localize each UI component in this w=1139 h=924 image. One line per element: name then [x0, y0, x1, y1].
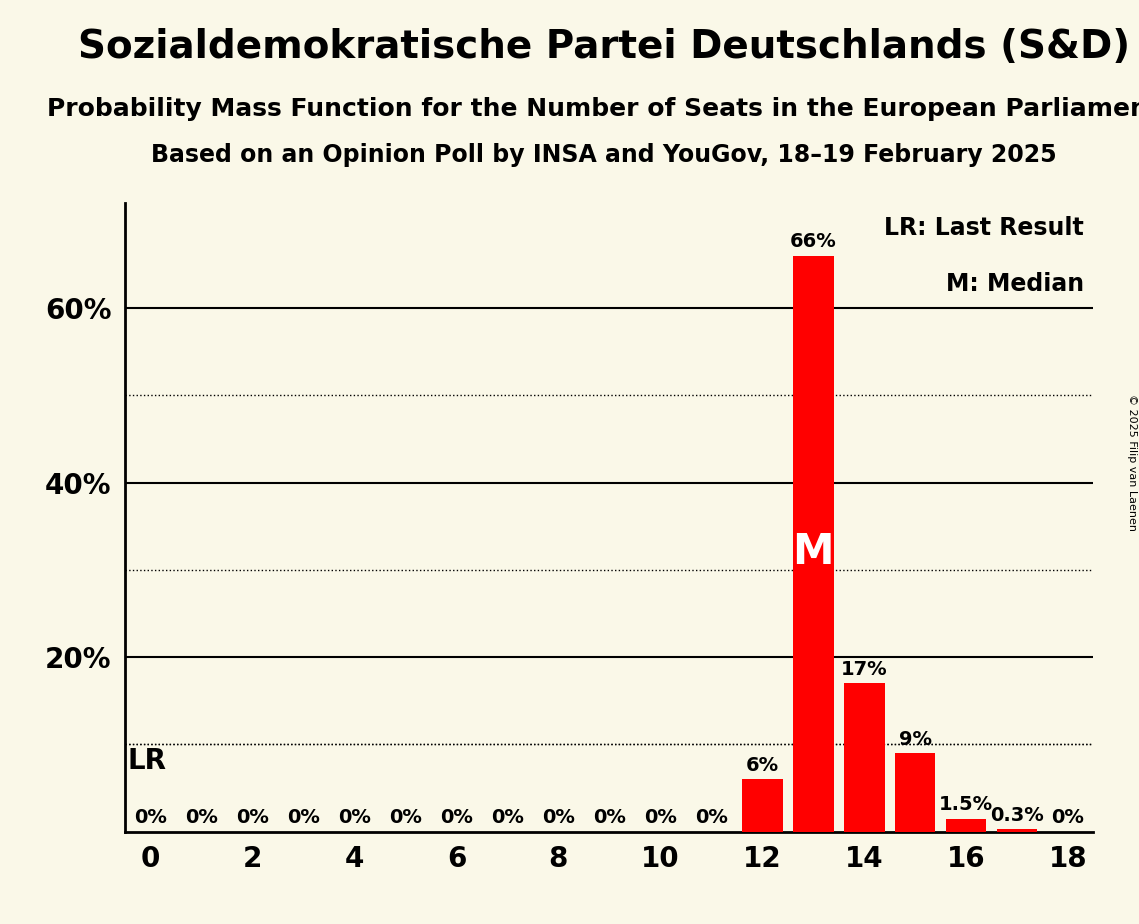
Bar [997, 829, 1038, 832]
Text: 0%: 0% [338, 808, 371, 827]
Bar [741, 779, 782, 832]
Text: Probability Mass Function for the Number of Seats in the European Parliament: Probability Mass Function for the Number… [47, 97, 1139, 121]
Text: 9%: 9% [899, 730, 932, 748]
Text: 0.3%: 0.3% [990, 806, 1043, 824]
Text: 1.5%: 1.5% [939, 796, 993, 814]
Text: Sozialdemokratische Partei Deutschlands (S&D): Sozialdemokratische Partei Deutschlands … [77, 28, 1130, 66]
Text: M: M [793, 531, 834, 574]
Text: 0%: 0% [491, 808, 524, 827]
Text: 0%: 0% [1051, 808, 1084, 827]
Bar [895, 753, 935, 832]
Text: 66%: 66% [789, 232, 836, 251]
Text: 0%: 0% [236, 808, 269, 827]
Text: 0%: 0% [287, 808, 320, 827]
Text: 0%: 0% [695, 808, 728, 827]
Bar [844, 683, 885, 832]
Text: 0%: 0% [390, 808, 421, 827]
Text: 0%: 0% [440, 808, 473, 827]
Text: 0%: 0% [542, 808, 575, 827]
Text: 17%: 17% [841, 660, 887, 679]
Bar [793, 256, 834, 832]
Text: M: Median: M: Median [945, 273, 1084, 297]
Text: © 2025 Filip van Laenen: © 2025 Filip van Laenen [1126, 394, 1137, 530]
Text: 6%: 6% [746, 756, 779, 775]
Text: LR: Last Result: LR: Last Result [884, 216, 1084, 240]
Text: Based on an Opinion Poll by INSA and YouGov, 18–19 February 2025: Based on an Opinion Poll by INSA and You… [150, 143, 1057, 167]
Text: 0%: 0% [186, 808, 219, 827]
Text: 0%: 0% [644, 808, 677, 827]
Text: 0%: 0% [134, 808, 167, 827]
Text: 0%: 0% [593, 808, 625, 827]
Bar [945, 819, 986, 832]
Text: LR: LR [128, 747, 166, 775]
